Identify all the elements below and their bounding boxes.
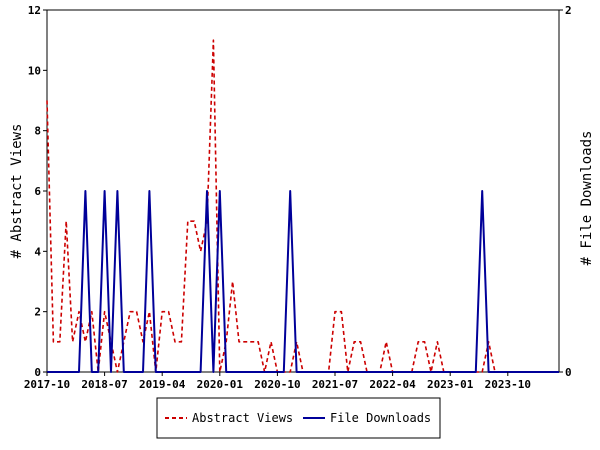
x-tick-label: 2020-10: [254, 378, 300, 391]
legend: Abstract Views File Downloads: [156, 397, 441, 439]
x-tick-label: 2019-04: [139, 378, 186, 391]
y-left-tick-label: 2: [34, 306, 41, 319]
y-left-tick-label: 0: [34, 366, 41, 379]
legend-box: [156, 397, 441, 439]
series-line-abstract-views: [46, 39, 559, 373]
legend-label-abstract-views: Abstract Views: [192, 411, 293, 425]
x-tick-label: 2020-01: [197, 378, 244, 391]
y-left-tick-label: 8: [34, 125, 41, 138]
x-tick-label: 2018-07: [81, 378, 127, 391]
y-left-tick-label: 4: [34, 245, 41, 258]
y-left-tick-label: 10: [28, 64, 41, 77]
axis-ticks: 2017-10 2018-07 2019-04 2020-01 2020-10 2021-…: [24, 4, 572, 391]
y-axis-title-right: # File Downloads: [579, 131, 595, 266]
x-tick-label: 2023-10: [485, 378, 531, 391]
y-left-tick-label: 6: [34, 185, 41, 198]
series-line-file-downloads: [47, 190, 559, 373]
x-tick-label: 2021-07: [312, 378, 358, 391]
y-right-tick-label: 2: [565, 4, 572, 17]
y-right-tick-label: 0: [565, 366, 572, 379]
x-tick-label: 2017-10: [24, 378, 70, 391]
series-lines: [46, 39, 559, 373]
legend-label-file-downloads: File Downloads: [330, 411, 431, 425]
x-tick-label: 2023-01: [427, 378, 474, 391]
y-axis-title-left: # Abstract Views: [9, 124, 25, 259]
y-left-tick-label: 12: [28, 4, 41, 17]
x-tick-label: 2022-04: [369, 378, 416, 391]
